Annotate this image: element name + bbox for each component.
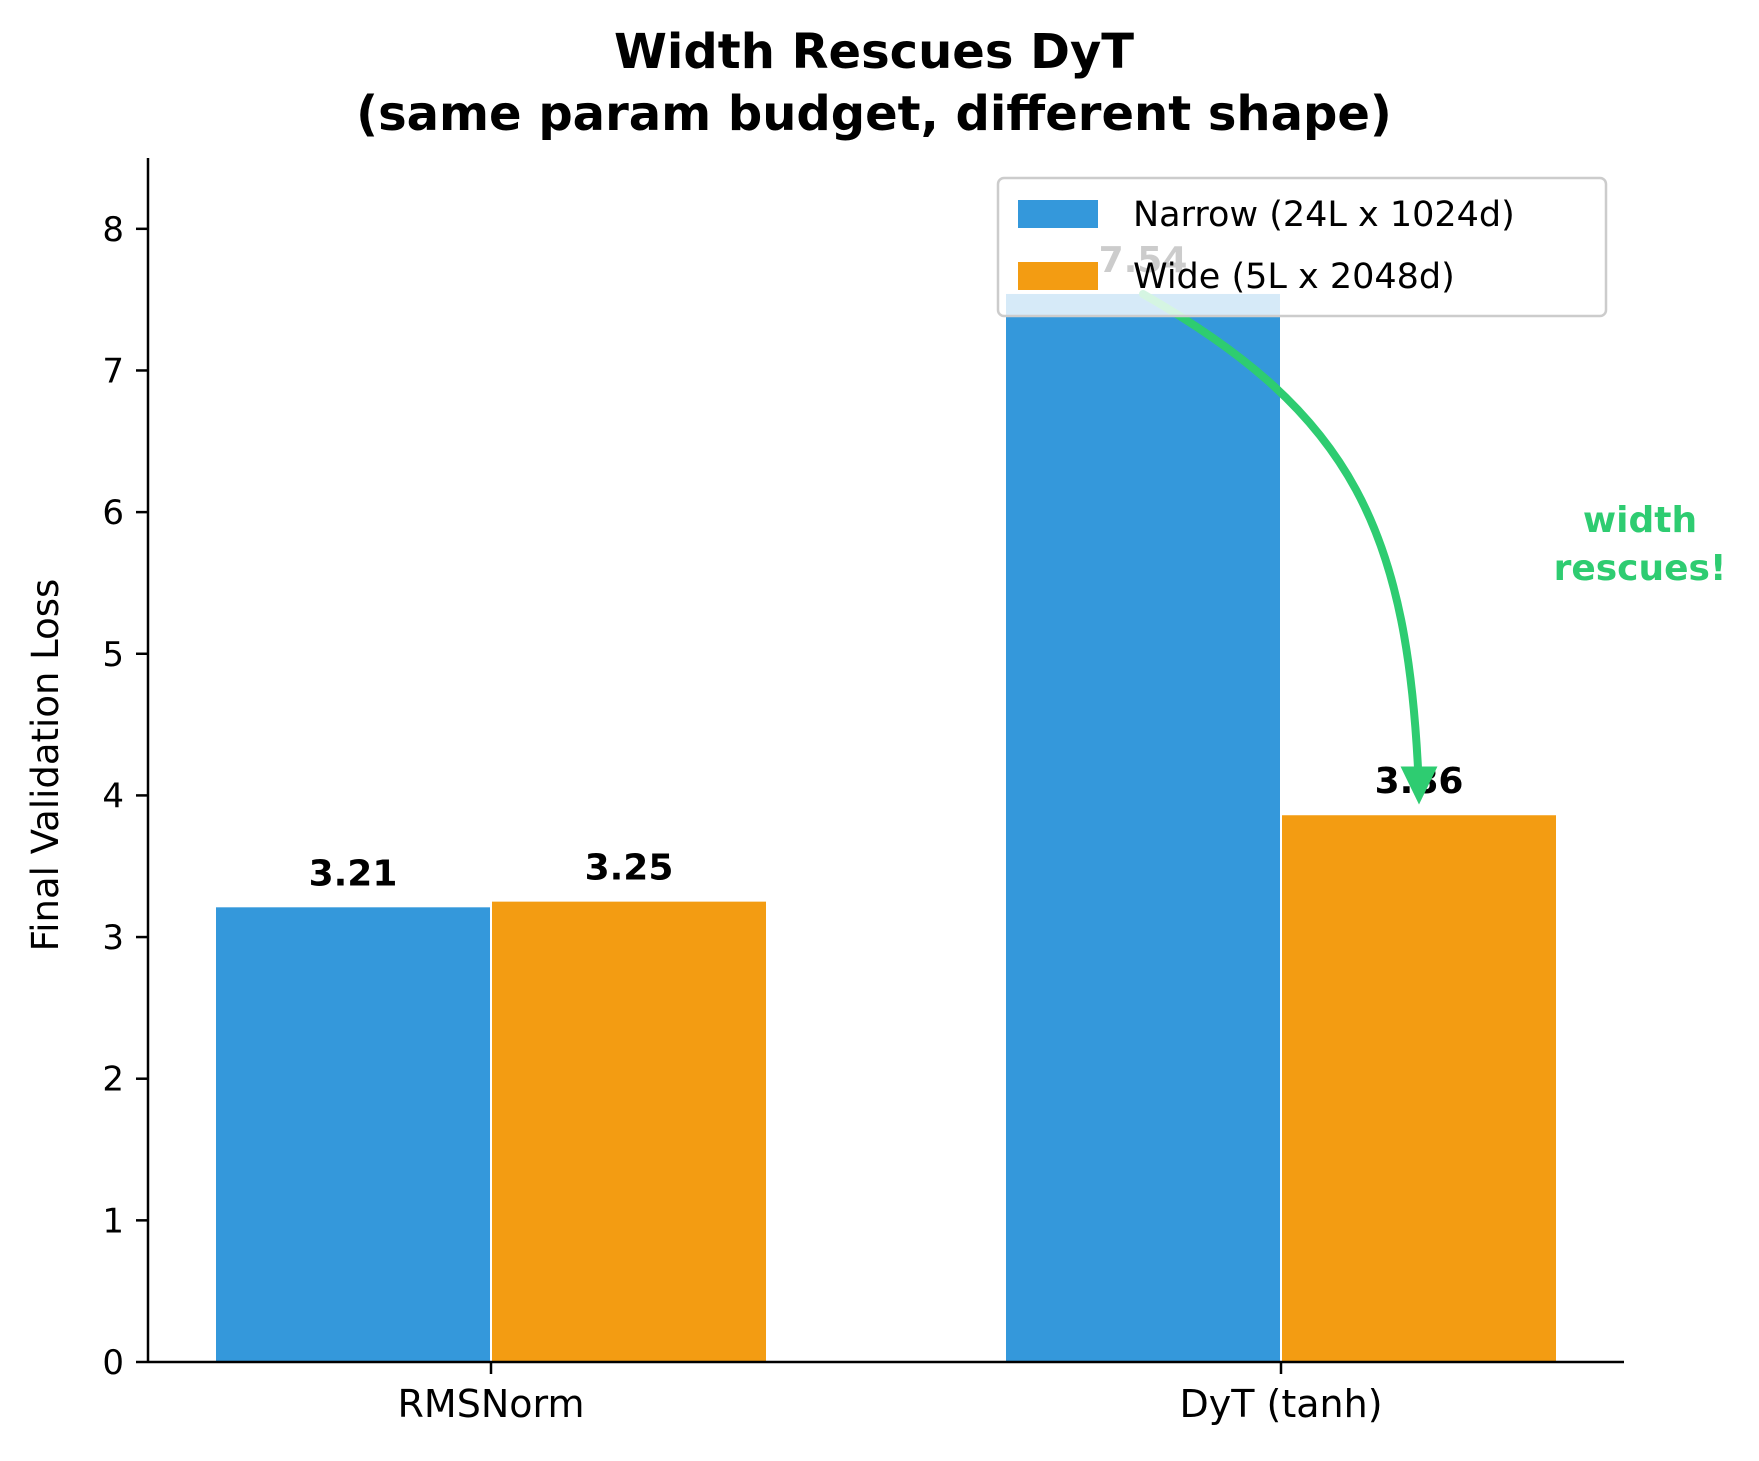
chart-title-line-1: Width Rescues DyT bbox=[614, 24, 1134, 80]
x-tick-label-1: DyT (tanh) bbox=[1179, 1382, 1382, 1426]
data-label-narrow-0: 3.21 bbox=[309, 853, 398, 894]
annotation-text-line-1: rescues! bbox=[1554, 548, 1727, 589]
annotation-layer: width rescues! bbox=[1139, 289, 1727, 805]
bar-narrow-1 bbox=[1006, 293, 1280, 1362]
legend-label-1: Wide (5L x 2048d) bbox=[1133, 257, 1455, 297]
y-tick-label-6: 6 bbox=[102, 493, 124, 533]
annotation-arrow-head bbox=[1400, 766, 1438, 805]
y-tick-label-2: 2 bbox=[102, 1060, 124, 1100]
legend-swatch-0 bbox=[1018, 200, 1098, 228]
data-label-wide-0: 3.25 bbox=[585, 848, 674, 889]
legend: Narrow (24L x 1024d) Wide (5L x 2048d) bbox=[996, 176, 1608, 318]
data-labels-layer: 3.217.543.253.86 bbox=[309, 240, 1464, 894]
bar-wide-0 bbox=[492, 901, 766, 1362]
chart-title-line-2: (same param budget, different shape) bbox=[356, 86, 1392, 142]
x-tick-label-0: RMSNorm bbox=[398, 1382, 585, 1426]
y-axis-label: Final Validation Loss bbox=[24, 579, 67, 952]
y-tick-label-1: 1 bbox=[102, 1201, 124, 1241]
legend-label-0: Narrow (24L x 1024d) bbox=[1133, 195, 1515, 235]
bar-wide-1 bbox=[1282, 815, 1556, 1362]
y-tick-label-5: 5 bbox=[102, 635, 124, 675]
y-tick-label-4: 4 bbox=[102, 776, 124, 816]
bar-narrow-0 bbox=[216, 907, 490, 1362]
y-tick-label-8: 8 bbox=[102, 210, 124, 250]
legend-box bbox=[996, 176, 1608, 318]
bars-layer bbox=[216, 293, 1556, 1362]
annotation-text-line-0: width bbox=[1583, 500, 1697, 541]
y-tick-label-0: 0 bbox=[102, 1343, 124, 1383]
y-axis: 0 1 2 3 4 5 6 7 8 bbox=[102, 158, 150, 1383]
y-tick-label-3: 3 bbox=[102, 918, 124, 958]
legend-swatch-1 bbox=[1018, 262, 1098, 290]
annotation-arrow bbox=[1139, 289, 1423, 795]
y-tick-label-7: 7 bbox=[102, 351, 124, 391]
x-axis: RMSNorm DyT (tanh) bbox=[148, 1360, 1624, 1426]
